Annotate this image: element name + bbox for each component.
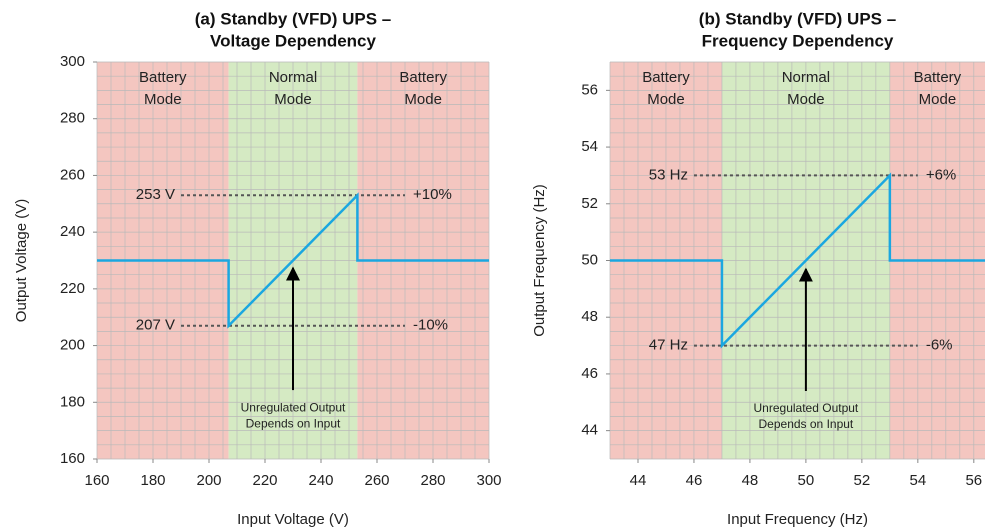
y-tick-label: 50 [581,251,598,268]
chart-title: (a) Standby (VFD) UPS – [195,9,391,28]
region-label: Mode [144,91,182,108]
reference-label: 207 V [136,317,175,334]
y-tick-label: 44 [581,422,598,439]
reference-right-label: +10% [413,186,452,203]
x-tick-label: 54 [909,472,926,489]
arrow-label: Depends on Input [246,416,341,430]
y-tick-label: 160 [60,450,85,467]
reference-label: 47 Hz [649,337,688,354]
region-label: Battery [914,69,962,86]
region-label: Mode [919,91,957,108]
reference-label: 253 V [136,186,175,203]
reference-label: 53 Hz [649,166,688,183]
y-tick-label: 54 [581,138,598,155]
arrow-label: Depends on Input [759,417,854,431]
region-label: Mode [404,91,442,108]
arrow-label: Unregulated Output [754,401,859,415]
x-tick-label: 220 [252,472,277,489]
x-tick-label: 240 [308,472,333,489]
arrow-label: Unregulated Output [241,400,346,414]
x-tick-label: 160 [84,472,109,489]
region-label: Battery [139,69,187,86]
x-tick-label: 44 [630,472,647,489]
y-axis-label: Output Frequency (Hz) [531,184,548,337]
y-tick-label: 46 [581,365,598,382]
region-label: Battery [642,69,690,86]
x-tick-label: 200 [196,472,221,489]
y-axis-label: Output Voltage (V) [13,199,30,322]
region-label: Mode [274,91,312,108]
chart-title: (b) Standby (VFD) UPS – [699,9,896,28]
region-label: Mode [787,91,825,108]
x-tick-label: 300 [476,472,501,489]
series-line [610,172,985,349]
y-tick-label: 200 [60,337,85,354]
x-axis-label: Input Frequency (Hz) [727,511,868,528]
chart-title: Voltage Dependency [210,31,376,50]
x-tick-label: 46 [686,472,703,489]
reference-right-label: -6% [926,337,953,354]
chart-title: Frequency Dependency [702,31,894,50]
region-label: Normal [782,69,830,86]
y-tick-label: 220 [60,280,85,297]
x-tick-label: 260 [364,472,389,489]
y-tick-label: 300 [60,53,85,70]
y-tick-label: 56 [581,81,598,98]
reference-right-label: +6% [926,166,956,183]
x-tick-label: 280 [420,472,445,489]
y-tick-label: 260 [60,166,85,183]
x-tick-label: 52 [854,472,871,489]
region-label: Normal [269,69,317,86]
y-tick-label: 180 [60,393,85,410]
y-tick-label: 48 [581,308,598,325]
region-label: Mode [647,91,685,108]
y-tick-label: 240 [60,223,85,240]
reference-right-label: -10% [413,317,448,334]
x-tick-label: 48 [742,472,759,489]
series-line [97,192,489,329]
y-tick-label: 52 [581,195,598,212]
x-tick-label: 180 [140,472,165,489]
x-tick-label: 50 [798,472,815,489]
x-tick-label: 56 [965,472,982,489]
x-axis-label: Input Voltage (V) [237,511,349,528]
y-tick-label: 280 [60,110,85,127]
region-label: Battery [399,69,447,86]
